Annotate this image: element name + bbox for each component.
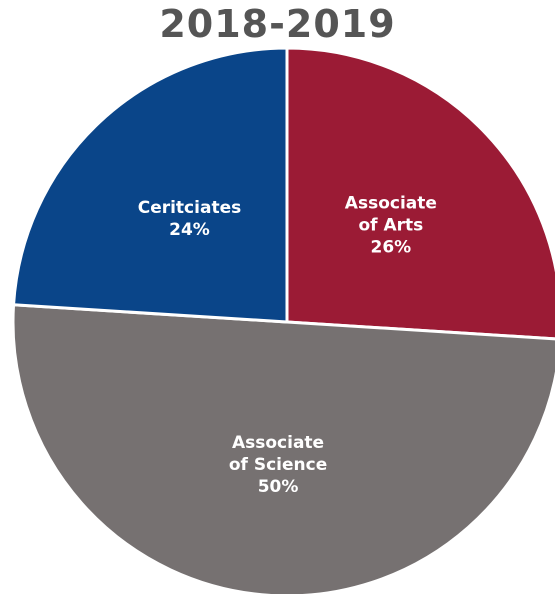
pie-slice-1 <box>11 303 555 594</box>
pie-slice-category-label: Ceritciates <box>138 198 242 218</box>
pie-slice-value-label: 50% <box>258 477 299 497</box>
pie-slice-value-label: 24% <box>169 220 210 240</box>
pie-slice-value-label: 26% <box>371 237 412 257</box>
pie-slice-2 <box>12 46 289 324</box>
pie-slice-label-0: Associate of Arts 26% <box>345 193 437 257</box>
pie-slice-category-label: of Science <box>229 455 327 475</box>
pie-slice-label-2: Ceritciates 24% <box>138 198 242 240</box>
pie-slice-label-1: Associate of Science 50% <box>229 433 327 497</box>
pie-slice-category-label: Associate <box>345 193 437 213</box>
pie-slice-0 <box>285 46 555 341</box>
chart-title: 2018-2019 <box>159 2 396 46</box>
pie-slice-category-label: of Arts <box>358 215 423 235</box>
pie-slice-category-label: Associate <box>232 433 324 453</box>
